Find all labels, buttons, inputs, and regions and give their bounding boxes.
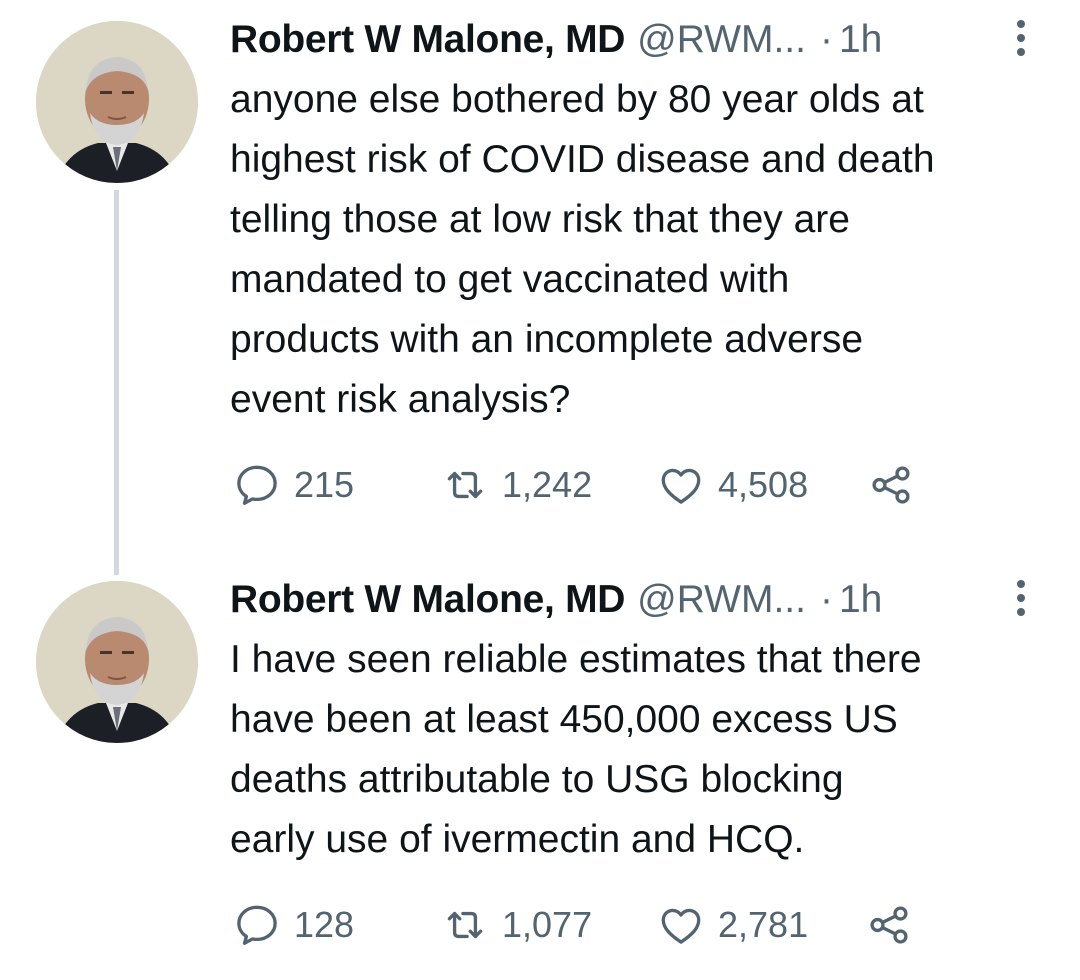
avatar-image [36, 21, 198, 183]
like-button[interactable]: 2,781 [656, 897, 808, 953]
retweet-count: 1,242 [502, 464, 593, 505]
reply-button[interactable]: 215 [232, 457, 354, 513]
separator-dot: · [819, 578, 833, 621]
like-icon [661, 468, 701, 504]
avatar-image [36, 581, 198, 743]
author-display-name[interactable]: Robert W Malone, MD [230, 18, 626, 61]
separator-dot: · [819, 18, 833, 61]
author-avatar[interactable] [36, 581, 198, 743]
tweet[interactable]: Robert W Malone, MD @RWM... · 1h I have … [0, 560, 1080, 980]
thread-connector-line [114, 190, 119, 575]
tweet[interactable]: Robert W Malone, MD @RWM... · 1h anyone … [0, 0, 1080, 575]
author-display-name[interactable]: Robert W Malone, MD [230, 578, 626, 621]
author-handle[interactable]: @RWM... [637, 18, 806, 61]
tweet-timestamp[interactable]: 1h [838, 578, 883, 621]
author-avatar[interactable] [36, 21, 198, 183]
share-button[interactable] [864, 897, 914, 953]
retweet-button[interactable]: 1,242 [440, 457, 592, 513]
reply-button[interactable]: 128 [232, 897, 354, 953]
like-icon [661, 908, 701, 944]
share-icon [872, 466, 910, 504]
retweet-count: 1,077 [502, 904, 593, 945]
retweet-button[interactable]: 1,077 [440, 897, 592, 953]
share-icon [870, 906, 908, 944]
tweet-header: Robert W Malone, MD @RWM... · 1h [230, 14, 1030, 66]
tweet-header: Robert W Malone, MD @RWM... · 1h [230, 574, 1030, 626]
reply-icon [237, 905, 277, 945]
tweet-actions: 215 1,242 4,508 [230, 457, 930, 513]
retweet-icon [447, 471, 483, 499]
tweet-timestamp[interactable]: 1h [838, 18, 883, 61]
tweet-actions: 128 1,077 2,781 [230, 897, 930, 953]
author-handle[interactable]: @RWM... [637, 578, 806, 621]
like-button[interactable]: 4,508 [656, 457, 808, 513]
reply-count: 128 [294, 904, 355, 945]
like-count: 2,781 [718, 904, 809, 945]
like-count: 4,508 [718, 464, 809, 505]
retweet-icon [447, 911, 483, 939]
reply-count: 215 [294, 464, 355, 505]
more-vertical-icon[interactable] [1010, 578, 1032, 618]
more-vertical-icon[interactable] [1010, 18, 1032, 58]
tweet-text: I have seen reliable estimates that ther… [230, 638, 922, 861]
tweet-text: anyone else bothered by 80 year olds at … [230, 78, 935, 421]
reply-icon [237, 465, 277, 505]
share-button[interactable] [866, 457, 916, 513]
